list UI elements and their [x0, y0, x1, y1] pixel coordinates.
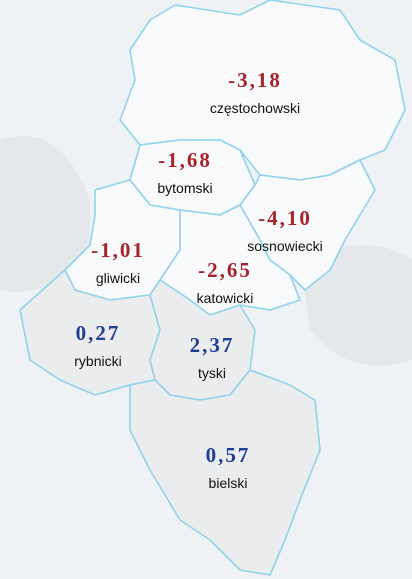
region-bielski [129, 369, 321, 576]
region-value: -1,68 [158, 148, 212, 172]
region-name: częstochowski [210, 100, 300, 116]
bg-shape [300, 245, 412, 366]
region-value: 0,27 [76, 321, 121, 345]
region-name: bielski [209, 475, 248, 491]
regions [19, 0, 406, 576]
region-name: rybnicki [74, 353, 121, 369]
region-name: gliwicki [96, 270, 140, 286]
region-value: 0,57 [206, 443, 251, 467]
region-value: -4,10 [258, 206, 312, 230]
region-value: -3,18 [228, 68, 282, 92]
bg-shape [0, 136, 90, 292]
region-name: sosnowiecki [247, 238, 322, 254]
region-name: tyski [198, 365, 226, 381]
region-value: 2,37 [190, 333, 235, 357]
region-value: -2,65 [198, 258, 252, 282]
region-name: katowicki [197, 290, 254, 306]
region-name: bytomski [157, 180, 212, 196]
region-value: -1,01 [91, 238, 145, 262]
